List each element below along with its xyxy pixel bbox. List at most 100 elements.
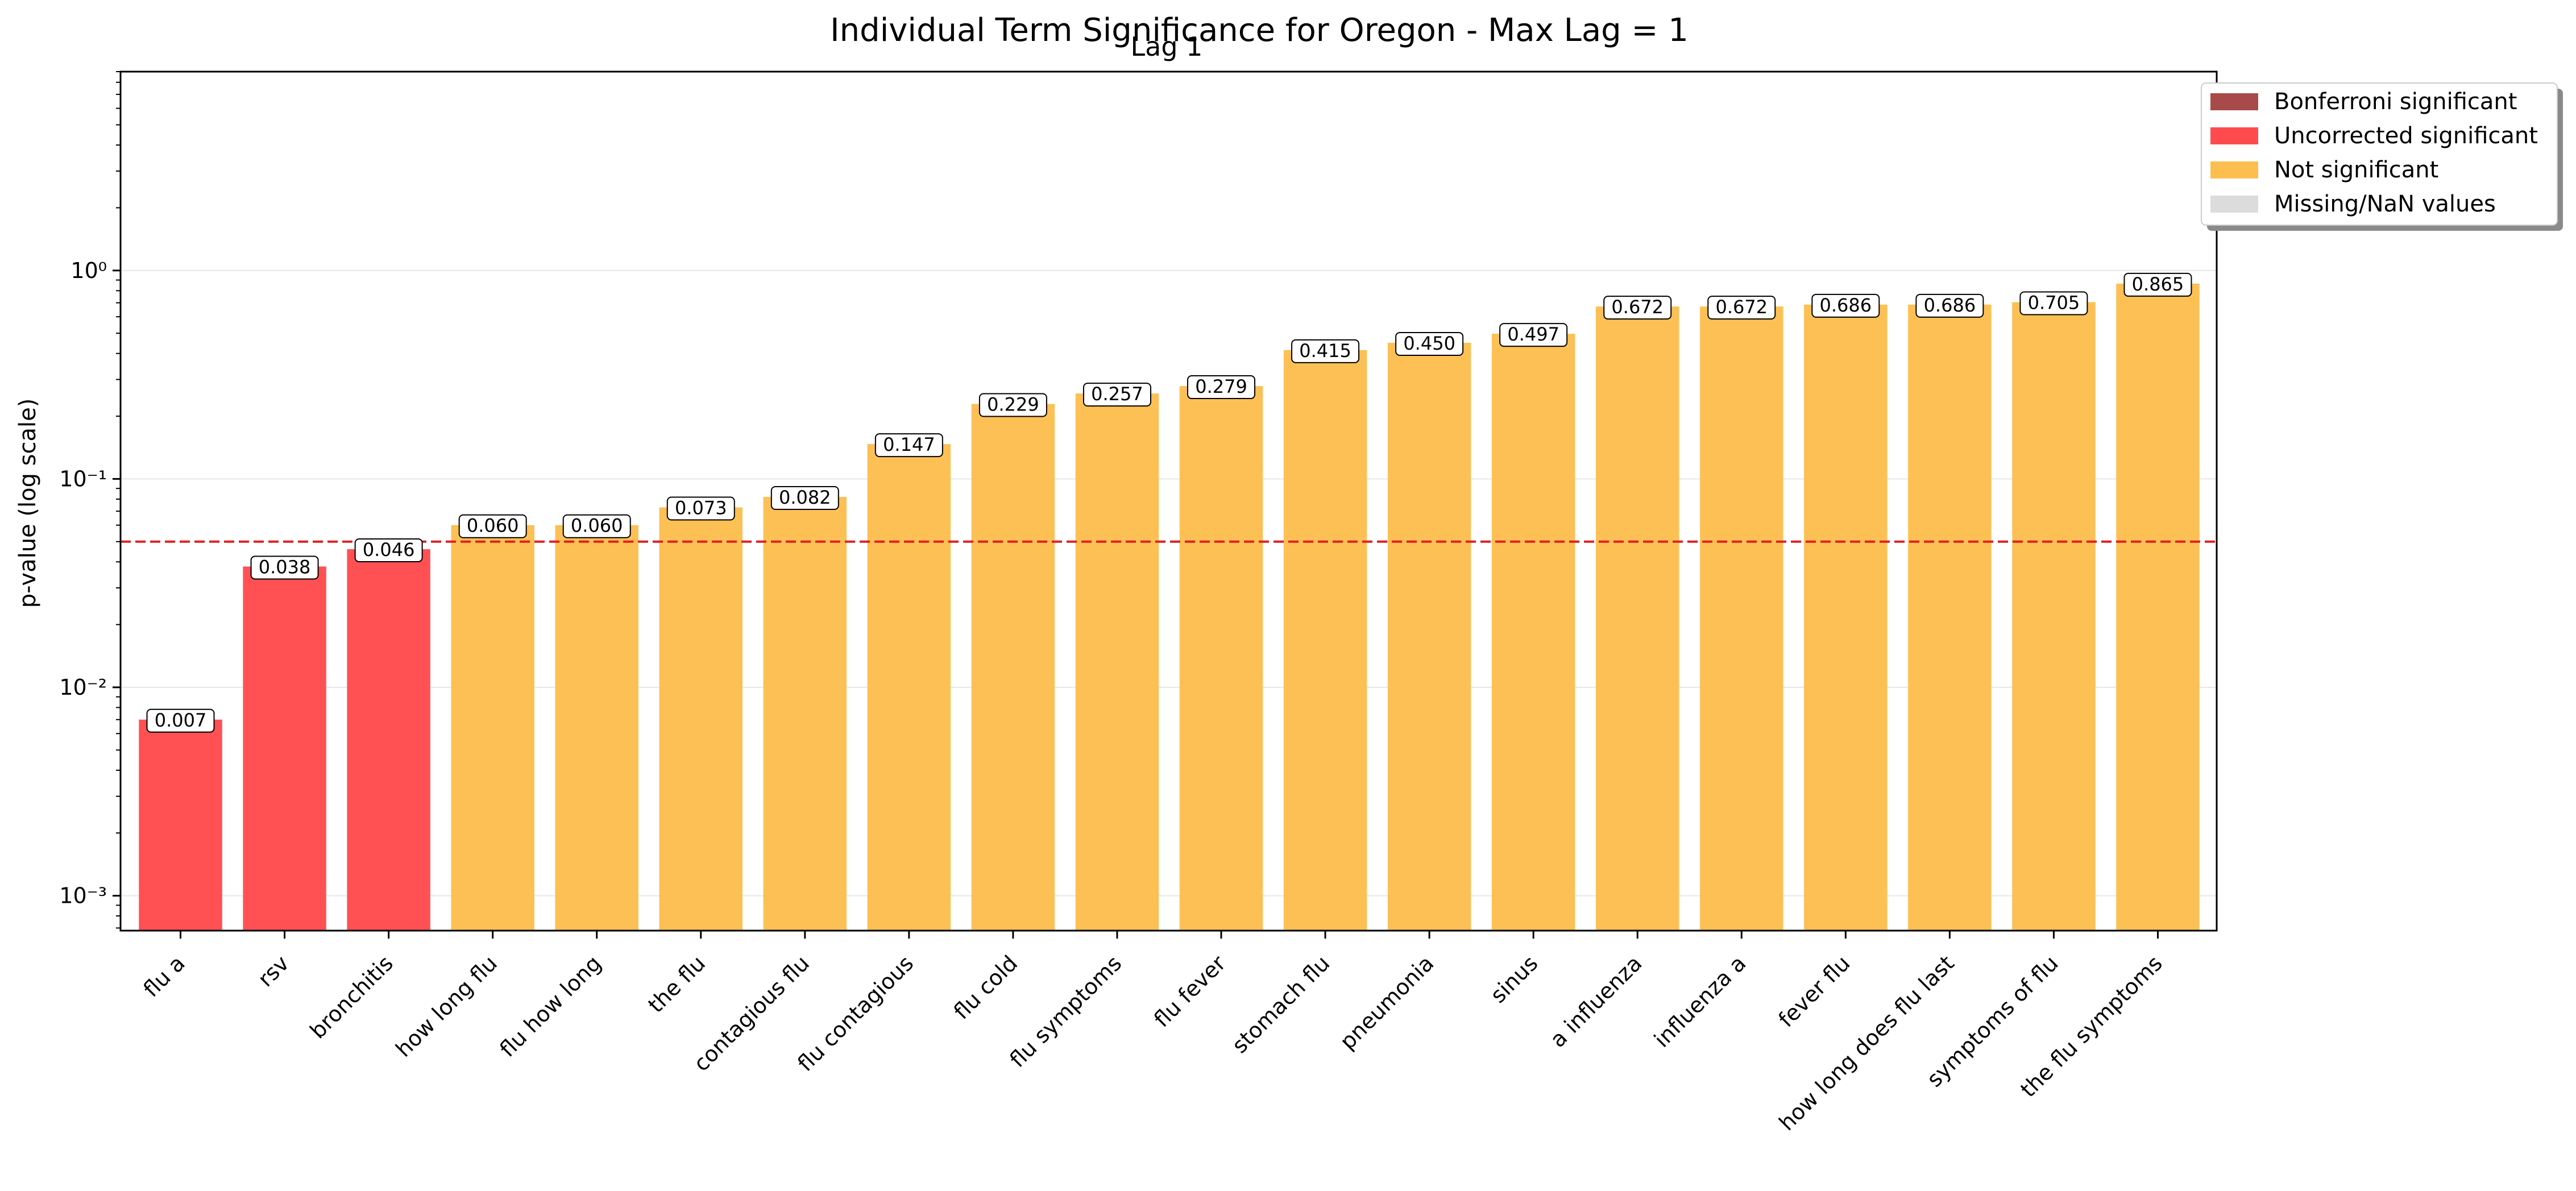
legend-label: Missing/NaN values: [2274, 191, 2496, 217]
bar: [1908, 304, 1992, 931]
bar: [139, 719, 222, 931]
y-tick-label: 10⁰: [70, 258, 107, 283]
chart-subtitle: Lag 1: [1131, 31, 1203, 62]
legend-label: Not significant: [2274, 157, 2438, 183]
bar: [763, 497, 847, 931]
data-label: 0.497: [1507, 323, 1559, 345]
bar: [1700, 306, 1783, 931]
data-label-box: [978, 393, 1047, 417]
x-tick-label: how long flu: [391, 951, 502, 1062]
y-axis: 10⁻³ 10⁻² 10⁻¹ 10⁰: [59, 71, 121, 929]
data-label-box: [1395, 331, 1464, 356]
data-label: 0.060: [467, 515, 519, 537]
bar: [451, 525, 534, 931]
data-label-box: [1915, 293, 1984, 318]
legend-box: [2201, 82, 2558, 226]
data-label-box: [1707, 296, 1776, 320]
data-label: 0.279: [1195, 376, 1247, 397]
bars-layer: [139, 283, 2200, 931]
data-label-box: [1187, 375, 1256, 400]
x-tick-label: flu how long: [495, 951, 606, 1062]
bar: [1804, 304, 1888, 931]
x-tick-label: the flu: [643, 951, 710, 1018]
bar: [971, 404, 1055, 931]
data-label-box: [2123, 272, 2192, 297]
x-tick-label: flu fever: [1149, 951, 1230, 1032]
data-label-box: [354, 538, 423, 563]
y-tick-label: 10⁻³: [59, 883, 107, 908]
data-label-box: [666, 496, 735, 521]
data-label: 0.229: [987, 393, 1039, 415]
data-label: 0.082: [779, 487, 831, 508]
x-tick-label: flu cold: [949, 951, 1022, 1024]
data-label-box: [1082, 383, 1151, 407]
bar: [2012, 302, 2096, 931]
chart-title: Individual Term Significance for Oregon …: [830, 12, 1689, 49]
data-label: 0.257: [1091, 383, 1143, 405]
data-label-box: [874, 433, 943, 458]
data-label: 0.672: [1611, 296, 1664, 318]
data-label-box: [2019, 291, 2088, 316]
data-label-box: [770, 486, 839, 511]
x-tick-label: rsv: [253, 951, 294, 991]
data-label-box: [562, 514, 631, 538]
data-label: 0.450: [1403, 333, 1455, 354]
bar: [1283, 350, 1367, 931]
x-tick-label: sinus: [1486, 951, 1543, 1008]
legend-swatch: [2210, 127, 2258, 144]
data-label: 0.705: [2028, 292, 2080, 313]
data-label: 0.060: [571, 515, 623, 537]
data-label: 0.686: [1820, 294, 1872, 316]
y-tick-label: 10⁻¹: [59, 466, 107, 491]
x-tick-label: how long does flu last: [1774, 951, 1959, 1135]
data-label-box: [458, 514, 527, 538]
legend: Bonferroni significant Uncorrected signif…: [2201, 82, 2563, 231]
data-label-box: [1291, 339, 1360, 363]
data-label-box: [1811, 293, 1880, 318]
legend-swatch: [2210, 93, 2258, 110]
bar: [1179, 386, 1263, 931]
bar: [2116, 283, 2200, 931]
data-label: 0.865: [2132, 273, 2184, 295]
x-tick-label: stomach flu: [1227, 951, 1334, 1058]
data-label-box: [250, 555, 319, 580]
bar: [1075, 393, 1159, 931]
legend-label: Bonferroni significant: [2274, 89, 2517, 115]
y-axis-label: p-value (log scale): [15, 399, 41, 608]
data-label-box: [146, 708, 215, 733]
data-label: 0.686: [1924, 294, 1976, 316]
data-label: 0.046: [363, 539, 415, 561]
legend-swatch: [2210, 161, 2258, 179]
data-label: 0.038: [259, 556, 311, 578]
x-tick-label: influenza a: [1649, 951, 1751, 1052]
data-label: 0.147: [883, 434, 935, 455]
x-tick-label: flu a: [139, 951, 190, 1002]
bar: [867, 444, 951, 931]
bar: [659, 507, 742, 931]
data-label-box: [1603, 296, 1672, 320]
x-tick-label: a influenza: [1545, 951, 1647, 1052]
y-tick-label: 10⁻²: [59, 675, 107, 700]
bar: [243, 566, 326, 931]
x-tick-label: flu symptoms: [1005, 951, 1126, 1072]
bar: [1491, 334, 1575, 931]
bar: [1596, 306, 1679, 931]
bar: [1387, 342, 1471, 931]
data-label-box: [1499, 323, 1568, 347]
data-label: 0.415: [1299, 340, 1351, 362]
data-label: 0.007: [155, 709, 207, 731]
legend-label: Uncorrected significant: [2274, 123, 2538, 149]
bar: [347, 549, 430, 931]
x-tick-label: pneumonia: [1335, 951, 1438, 1054]
bar: [555, 525, 638, 931]
plot-frame: [119, 70, 2218, 932]
data-label: 0.672: [1715, 296, 1768, 318]
x-tick-label: bronchitis: [305, 951, 398, 1043]
legend-swatch: [2210, 196, 2258, 213]
data-labels-layer: 0.007 0.038 0.046 0.060 0.060 0.073 0.082 0.147…: [146, 272, 2192, 733]
grid-layer: [121, 269, 2217, 897]
data-label: 0.073: [675, 497, 727, 519]
